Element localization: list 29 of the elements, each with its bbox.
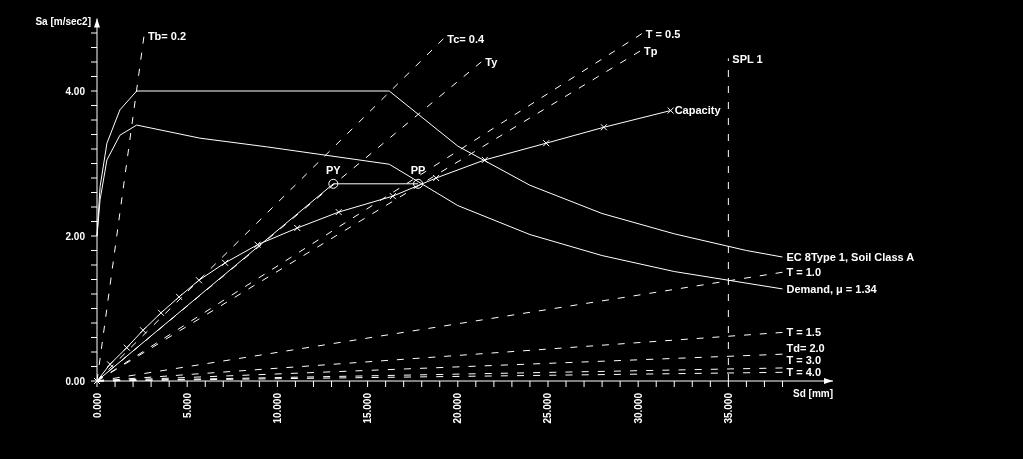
x-tick-label: 35.000: [722, 392, 734, 424]
series-label: T = 3.0: [786, 354, 822, 367]
series-label: Tb= 0.2: [147, 30, 187, 43]
x-axis-title: Sd [mm]: [793, 388, 833, 399]
series-label: EC 8Type 1, Soil Class A: [786, 250, 915, 263]
series-label: Tp: [643, 44, 658, 57]
series-label: Capacity: [674, 104, 722, 117]
annotation: PY: [325, 163, 342, 176]
ref-line-label: SPL 1: [732, 53, 763, 66]
x-tick-label: 10.000: [271, 392, 283, 424]
y-tick-label: 4.00: [65, 85, 86, 97]
series-label: Tc= 0.4: [447, 32, 486, 45]
series-label: T = 0.5: [645, 27, 681, 40]
series-label: Demand, μ = 1.34: [786, 282, 878, 295]
series-label: T = 4.0: [786, 366, 822, 379]
annotation: PP: [410, 163, 426, 176]
series-label: T = 1.0: [786, 266, 822, 279]
x-tick-label: 15.000: [362, 392, 374, 424]
x-tick-label: 25.000: [542, 392, 554, 424]
series-label: Td= 2.0: [786, 342, 825, 355]
y-axis-title: Sa [m/sec2]: [35, 15, 91, 27]
x-tick-label: 20.000: [452, 392, 464, 424]
x-tick-label: 0.000: [91, 392, 103, 419]
series-label: Ty: [485, 55, 499, 68]
x-tick-label: 5.000: [181, 392, 193, 419]
x-tick-label: 30.000: [632, 392, 644, 424]
y-tick-label: 0.00: [65, 375, 86, 387]
y-tick-label: 2.00: [65, 230, 86, 242]
series-label: T = 1.5: [786, 326, 822, 339]
